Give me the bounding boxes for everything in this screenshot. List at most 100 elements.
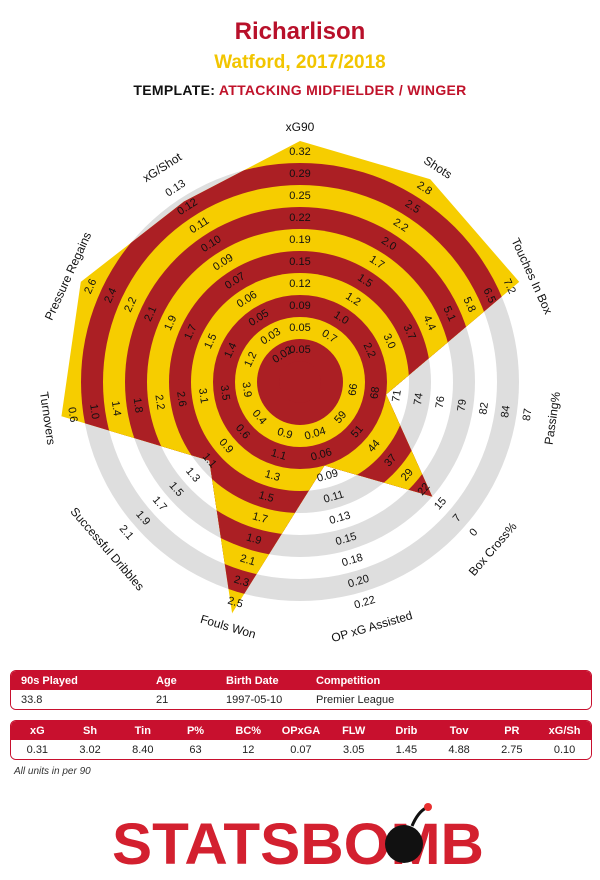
profile-header-cell: 90s Played [21, 674, 78, 687]
radar-tick-label: 0.09 [289, 300, 310, 312]
radar-tick-label: 5.8 [461, 295, 478, 314]
radar-tick-label: 71 [390, 389, 404, 403]
radar-tick-label: 7.2 [501, 277, 518, 296]
radar-tick-label: 0.19 [289, 234, 310, 246]
stats-header-cell: P% [186, 724, 205, 737]
profile-value-cell: 21 [156, 693, 169, 706]
radar-tick-label: 0.22 [289, 212, 310, 224]
radar-tick-label: 0.13 [328, 509, 352, 527]
stats-table-header: xG Sh Tin P% BC% OPxGA FLW Drib Tov PR xG/Sh [11, 721, 591, 740]
radar-tick-label: 0.25 [289, 190, 310, 202]
radar-tick-label: 0.05 [289, 322, 310, 334]
stats-value-cell: 1.45 [395, 743, 418, 756]
radar-tick-label: 0.6 [65, 406, 79, 423]
radar-tick-label: 87 [521, 408, 535, 422]
radar-tick-label: 0.32 [289, 146, 310, 158]
radar-tick-label: 1.1 [270, 447, 288, 463]
stats-header-cell: FLW [342, 724, 366, 737]
profile-header-cell: Birth Date [226, 674, 279, 687]
radar-tick-label: 0.18 [340, 552, 364, 570]
radar-tick-label: 1.2 [242, 350, 259, 369]
stats-header-cell: BC% [235, 724, 262, 737]
radar-tick-label: 0.09 [316, 467, 340, 485]
radar-tick-label: 0.29 [289, 168, 310, 180]
stats-value-cell: 63 [189, 743, 202, 756]
radar-tick-label: 2.1 [142, 304, 159, 323]
profile-value-cell: 1997-05-10 [226, 693, 283, 706]
radar-tick-label: 1.8 [131, 397, 145, 414]
template-label: TEMPLATE: [133, 82, 216, 98]
stats-header-cell: xG [30, 724, 45, 737]
stats-header-cell: Tin [134, 724, 151, 737]
stats-value-cell: 0.31 [26, 743, 49, 756]
statsbomb-logo: STATSBOMB [112, 803, 484, 870]
profile-header-cell: Age [156, 674, 177, 687]
stats-value-cell: 12 [242, 743, 255, 756]
radar-axis-label: Passing% [542, 391, 563, 446]
template-value: ATTACKING MIDFIELDER / WINGER [218, 82, 467, 98]
radar-tick-label: 66 [347, 383, 361, 397]
stats-header-cell: Tov [449, 724, 469, 737]
profile-table: 90s Played Age Birth Date Competition 33.8 2… [10, 670, 592, 710]
radar-axis-label: xG90 [286, 120, 315, 134]
stats-header-cell: OPxGA [281, 724, 321, 737]
stats-value-cell: 3.05 [342, 743, 365, 756]
stats-value-cell: 0.07 [290, 743, 312, 756]
radar-tick-label: 79 [456, 398, 470, 412]
stats-value-cell: 8.40 [132, 743, 154, 756]
profile-value-cell: Premier League [316, 693, 395, 706]
radar-tick-label: 1.5 [202, 332, 219, 351]
radar-hub [279, 361, 321, 403]
logo-text: STATSBOMB [112, 812, 484, 870]
radar-tick-label: 0.22 [353, 594, 377, 612]
radar-tick-label: 1.9 [245, 531, 263, 547]
template-line: TEMPLATE: ATTACKING MIDFIELDER / WINGER [0, 82, 600, 98]
radar-tick-label: 6.5 [481, 286, 498, 305]
radar-tick-label: 0.11 [322, 488, 345, 505]
radar-tick-label: 2.1 [239, 553, 257, 569]
radar-tick-label: 3.1 [196, 388, 210, 405]
radar-tick-label: 3.5 [218, 384, 232, 401]
stats-value-cell: 0.10 [553, 743, 576, 756]
radar-tick-label: 2.6 [82, 277, 99, 296]
radar-tick-label: 1.0 [87, 403, 101, 420]
stats-header-cell: PR [504, 724, 520, 737]
radar-tick-label: 2.5 [226, 595, 244, 611]
radar-tick-label: 0.05 [289, 344, 310, 356]
radar-tick-label: 0.12 [289, 278, 310, 290]
profile-value-cell: 33.8 [21, 693, 43, 706]
radar-tick-label: 3.9 [240, 381, 254, 398]
radar-axis-label: Turnovers [37, 391, 58, 446]
radar-tick-label: 3.7 [401, 323, 418, 342]
profile-table-header: 90s Played Age Birth Date Competition [11, 671, 591, 690]
radar-tick-label: 1.4 [109, 400, 123, 417]
radar-tick-label: 1.9 [162, 314, 179, 333]
radar-tick-label: 2.6 [174, 391, 188, 408]
radar-tick-label: 84 [499, 405, 513, 419]
radar-tick-label: 2.2 [360, 341, 377, 360]
radar-tick-label: 0.15 [289, 256, 310, 268]
radar-tick-label: 4.4 [421, 314, 438, 333]
stats-table-row: 0.31 3.02 8.40 63 12 0.07 3.05 1.45 4.88 2.75 0.10 [11, 740, 591, 759]
radar-tick-label: 68 [368, 386, 382, 400]
bomb-icon [385, 803, 432, 863]
radar-tick-label: 2.3 [232, 574, 250, 590]
team-season: Watford, 2017/2018 [214, 52, 386, 73]
radar-tick-label: 2.4 [102, 286, 119, 305]
radar-tick-label: 74 [412, 392, 426, 406]
profile-table-row: 33.8 21 1997-05-10 Premier League [11, 690, 591, 709]
radar-tick-label: 1.3 [263, 468, 281, 484]
radar-tick-label: 82 [477, 402, 491, 416]
stats-table: xG Sh Tin P% BC% OPxGA FLW Drib Tov PR xG/Sh 0.31 3… [10, 720, 592, 760]
radar-tick-label: 0.20 [347, 573, 371, 591]
radar-tick-label: 1.7 [251, 510, 269, 526]
stats-header-cell: Sh [83, 724, 98, 737]
radar-tick-label: 0.15 [334, 531, 358, 549]
radar-tick-label: 2.2 [122, 295, 139, 314]
profile-header-cell: Competition [316, 674, 381, 687]
radar-tick-label: 0.04 [303, 425, 327, 443]
radar-tick-label: 1.4 [222, 341, 239, 360]
radar-tick-label: 1.7 [182, 323, 199, 342]
radar-tick-label: 5.1 [441, 304, 458, 323]
player-name: Richarlison [234, 18, 366, 45]
